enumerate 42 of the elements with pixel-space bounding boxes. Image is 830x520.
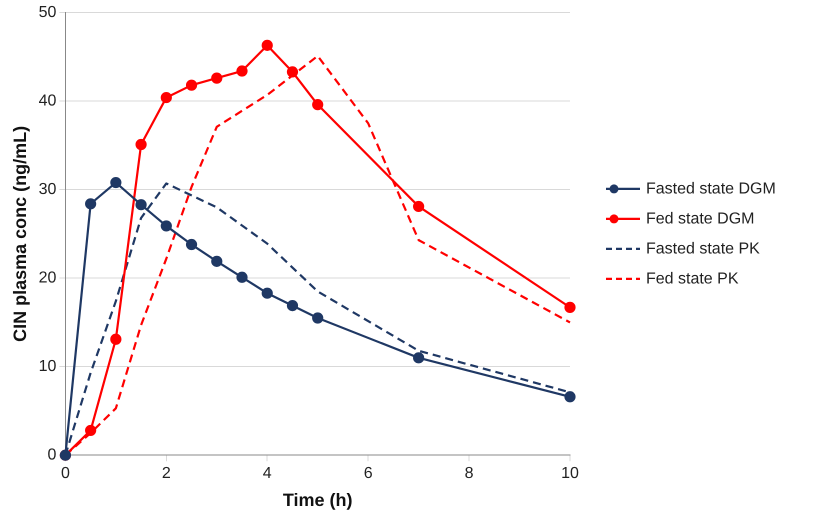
y-tick-label: 20 — [38, 270, 56, 287]
y-axis-title: CIN plasma conc (ng/mL) — [10, 126, 30, 342]
point — [286, 66, 298, 78]
point — [160, 220, 172, 232]
point — [312, 312, 324, 324]
point — [211, 256, 222, 267]
y-tick-label: 10 — [38, 358, 56, 376]
point — [160, 92, 172, 104]
y-tick-label: 0 — [47, 446, 56, 464]
point — [85, 424, 96, 436]
point — [413, 200, 424, 212]
point — [564, 391, 576, 402]
legend-label: Fasted state DGM — [646, 180, 776, 198]
x-tick-label: 8 — [464, 465, 474, 482]
point — [85, 198, 96, 210]
point — [413, 352, 424, 364]
point — [262, 288, 273, 299]
y-tick-label: 40 — [38, 92, 56, 110]
x-tick-label: 6 — [364, 465, 373, 482]
point — [110, 334, 122, 345]
legend-label: Fasted state PK — [646, 240, 760, 258]
point — [286, 300, 298, 312]
point — [186, 80, 198, 91]
legend-label: Fed state PK — [646, 270, 739, 288]
x-tick-label: 10 — [561, 465, 579, 482]
point — [312, 99, 324, 110]
point — [236, 272, 248, 283]
legend-label: Fed state DGM — [646, 210, 754, 228]
point — [135, 199, 147, 210]
x-tick-label: 4 — [262, 465, 272, 482]
point — [236, 65, 248, 77]
point — [262, 40, 273, 51]
point — [564, 302, 576, 313]
x-tick-label: 2 — [162, 465, 171, 482]
point — [135, 138, 147, 150]
point — [186, 238, 198, 250]
x-axis-title: Time (h) — [282, 490, 353, 510]
point — [211, 72, 222, 84]
y-tick-label: 30 — [38, 181, 56, 198]
point — [110, 176, 122, 188]
x-tick-label: 0 — [60, 465, 70, 482]
y-tick-label: 50 — [38, 4, 56, 22]
